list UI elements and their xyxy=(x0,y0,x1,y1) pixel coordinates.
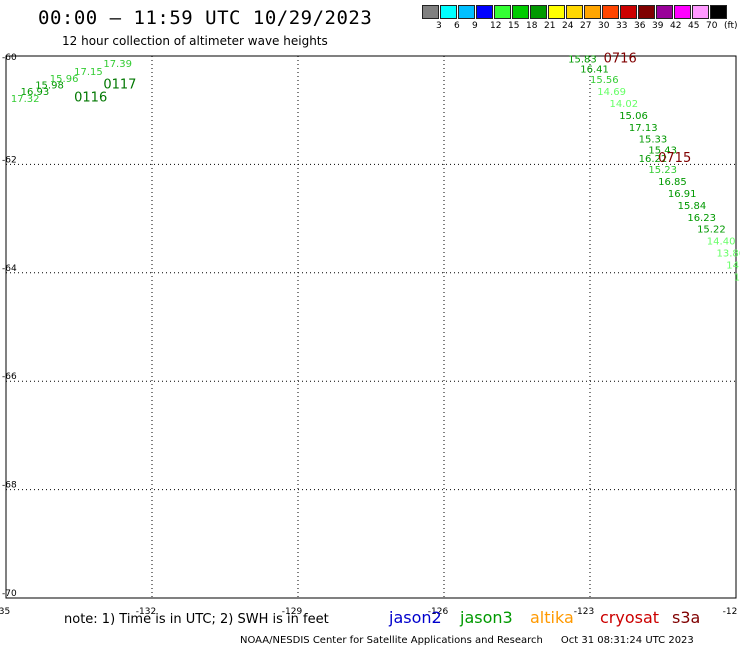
page-title: 00:00 – 11:59 UTC 10/29/2023 xyxy=(38,7,373,29)
wave-height-point: 15.43 xyxy=(648,146,677,157)
color-scale-label: 39 xyxy=(652,21,664,31)
wave-height-point: 14.29 xyxy=(726,260,740,271)
color-swatch xyxy=(692,5,709,19)
color-scale-label: 45 xyxy=(688,21,700,31)
color-swatch xyxy=(566,5,583,19)
satellite-label-jason3: jason3 xyxy=(460,608,513,627)
wave-height-point: 17.15 xyxy=(74,67,103,78)
wave-height-point: 15.33 xyxy=(639,135,668,146)
satellite-label-cryosat: cryosat xyxy=(600,608,660,627)
color-swatch xyxy=(458,5,475,19)
color-swatch xyxy=(710,5,727,19)
color-scale-label: 24 xyxy=(562,21,574,31)
wave-height-point: 15.83 xyxy=(568,55,597,66)
satellite-label-jason2: jason2 xyxy=(389,608,442,627)
wave-height-point: 15.23 xyxy=(648,165,677,176)
satellite-label-s3a: s3a xyxy=(672,608,701,627)
lat-tick-label: -62 xyxy=(2,155,17,165)
color-swatch xyxy=(602,5,619,19)
lon-tick-label: -132 xyxy=(136,607,156,617)
wave-height-point: 14.40 xyxy=(707,237,736,248)
wave-height-point: 15.84 xyxy=(678,201,707,212)
color-scale-label: 33 xyxy=(616,21,628,31)
wave-height-point: 15.56 xyxy=(590,75,619,86)
color-scale-label: 42 xyxy=(670,21,682,31)
wave-height-point: 16.91 xyxy=(668,189,697,200)
map-frame xyxy=(5,55,737,599)
color-swatch xyxy=(422,5,439,19)
color-scale-label: 3 xyxy=(436,21,442,31)
satellite-label-altika: altika xyxy=(530,608,574,627)
color-scale-label: 9 xyxy=(472,21,478,31)
page-subtitle: 12 hour collection of altimeter wave hei… xyxy=(62,34,328,48)
wave-height-point: 16.93 xyxy=(21,87,50,98)
pass-time-label: 0716 xyxy=(604,52,637,67)
wave-height-point: 16.41 xyxy=(580,64,609,75)
lat-tick-label: -66 xyxy=(2,372,17,382)
pass-time-label: 0117 xyxy=(103,78,136,93)
color-swatch xyxy=(584,5,601,19)
pass-time-label: 0715 xyxy=(658,151,691,166)
color-swatch xyxy=(440,5,457,19)
wave-height-point: 15.98 xyxy=(35,81,64,92)
wave-height-point: 17.39 xyxy=(103,59,132,70)
color-scale-legend: 3 6 9 12 15 18 21 24 27 30 33 36 39 42 45 70 (ft) xyxy=(422,5,740,33)
credit-line: NOAA/NESDIS Center for Satellite Applica… xyxy=(240,635,694,646)
wave-height-point: 17.13 xyxy=(629,123,658,134)
lat-tick-label: -70 xyxy=(2,589,17,599)
wave-height-point: 15.06 xyxy=(619,111,648,122)
color-scale-swatches xyxy=(422,5,740,19)
timestamp: Oct 31 08:31:24 UTC 2023 xyxy=(560,635,694,646)
color-scale-label: 27 xyxy=(580,21,592,31)
lat-tick-label: -64 xyxy=(2,264,17,274)
color-scale-label: 15 xyxy=(508,21,520,31)
wave-height-point: 16.23 xyxy=(687,213,716,224)
lon-tick-label: -12 xyxy=(723,607,738,617)
color-swatch xyxy=(638,5,655,19)
color-swatch xyxy=(476,5,493,19)
wave-height-point: 14.02 xyxy=(609,99,638,110)
wave-height-point: 14.69 xyxy=(597,87,626,98)
color-scale-label: (ft) xyxy=(724,21,738,31)
lat-tick-label: -60 xyxy=(2,53,17,63)
wave-height-point: 16.22 xyxy=(639,154,668,165)
wave-height-point: 15.96 xyxy=(50,74,79,85)
wave-height-point: 15.22 xyxy=(697,225,726,236)
lon-tick-label: -126 xyxy=(428,607,449,617)
wave-height-point: 16.85 xyxy=(658,177,687,188)
color-swatch xyxy=(674,5,691,19)
units-note: note: 1) Time is in UTC; 2) SWH is in fe… xyxy=(64,612,329,627)
color-scale-label: 6 xyxy=(454,21,460,31)
pass-time-label: 0116 xyxy=(74,91,107,106)
color-scale-label: 36 xyxy=(634,21,646,31)
color-swatch xyxy=(548,5,565,19)
credit-text: NOAA/NESDIS Center for Satellite Applica… xyxy=(240,635,543,646)
lon-tick-label: -135 xyxy=(0,607,10,617)
wave-height-point: 14.90 xyxy=(734,272,740,283)
color-scale-label: 70 xyxy=(706,21,718,31)
color-scale-label: 18 xyxy=(526,21,538,31)
lon-tick-label: -123 xyxy=(574,607,594,617)
wave-height-point: 13.86 xyxy=(717,249,740,260)
color-scale-label: 21 xyxy=(544,21,556,31)
lat-tick-label: -68 xyxy=(2,481,17,491)
color-scale-label: 30 xyxy=(598,21,610,31)
wave-height-point: 17.32 xyxy=(11,94,40,105)
color-scale-labels: 3 6 9 12 15 18 21 24 27 30 33 36 39 42 45 70 (ft) xyxy=(422,19,740,33)
lon-tick-label: -129 xyxy=(282,607,303,617)
color-swatch xyxy=(512,5,529,19)
color-swatch xyxy=(494,5,511,19)
color-swatch xyxy=(530,5,547,19)
color-scale-label: 12 xyxy=(490,21,502,31)
color-swatch xyxy=(620,5,637,19)
color-swatch xyxy=(656,5,673,19)
